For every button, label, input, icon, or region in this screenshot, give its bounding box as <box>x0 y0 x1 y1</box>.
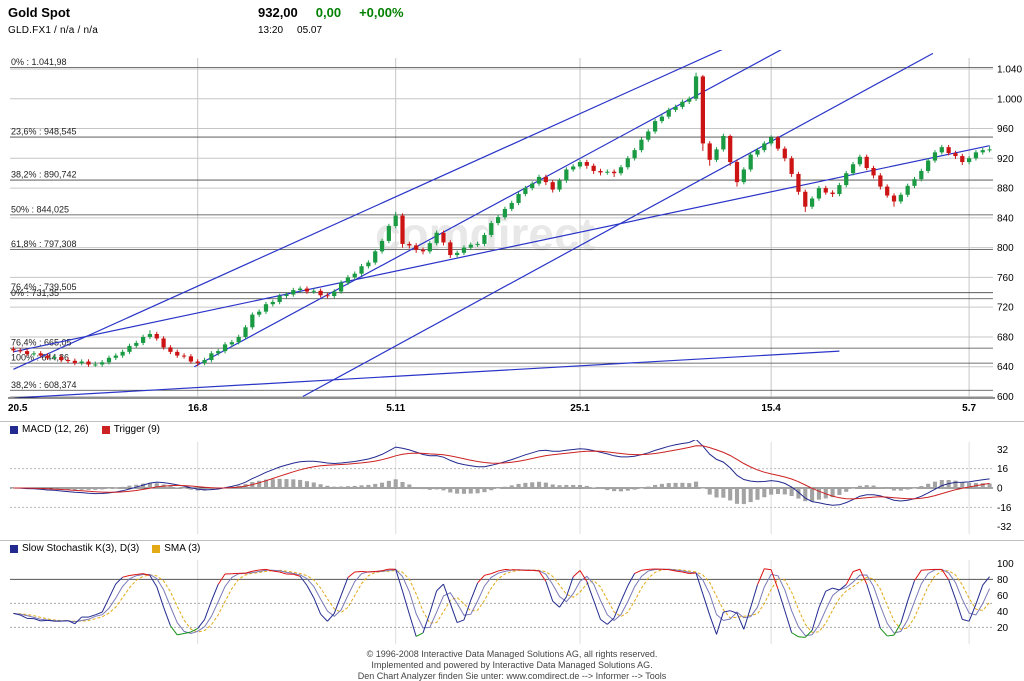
quote-block: 932,00 0,00 +0,00% <box>258 5 404 20</box>
stoch-panel-separator <box>0 540 1024 541</box>
svg-text:-16: -16 <box>997 503 1012 514</box>
trigger-legend-label: Trigger (9) <box>113 424 160 435</box>
macd-histogram <box>11 478 992 505</box>
svg-text:600: 600 <box>997 392 1014 403</box>
svg-text:32: 32 <box>997 445 1009 456</box>
sma-color-chip <box>152 544 161 553</box>
trigger-color-chip <box>101 425 110 434</box>
svg-text:100: 100 <box>997 559 1014 570</box>
svg-text:-32: -32 <box>997 522 1012 533</box>
macd-color-chip <box>10 425 18 434</box>
fibonacci-levels: 0% : 1.041,98 23,6% : 948,545 38,2% : 890,… <box>10 57 993 391</box>
svg-text:0% : 731,35: 0% : 731,35 <box>11 288 59 298</box>
sma-legend-label: SMA (3) <box>164 543 201 554</box>
trigger-line <box>13 445 990 500</box>
stoch-color-chip <box>10 544 18 553</box>
svg-text:1.040: 1.040 <box>997 64 1022 75</box>
svg-text:880: 880 <box>997 184 1014 195</box>
macd-legend: MACD (12, 26) Trigger (9) <box>10 424 168 435</box>
svg-text:16.8: 16.8 <box>188 403 208 414</box>
macd-legend-label: MACD (12, 26) <box>22 424 89 435</box>
svg-text:23,6% : 948,545: 23,6% : 948,545 <box>11 127 77 137</box>
trend-lines <box>13 50 990 398</box>
svg-text:840: 840 <box>997 213 1014 224</box>
svg-text:680: 680 <box>997 332 1014 343</box>
stoch-sma-line <box>13 568 990 633</box>
svg-text:38,2% : 608,374: 38,2% : 608,374 <box>11 380 77 390</box>
svg-text:50% : 844,025: 50% : 844,025 <box>11 204 69 214</box>
svg-text:1.000: 1.000 <box>997 94 1022 105</box>
price-change-percent: +0,00% <box>359 5 404 20</box>
last-price: 932,00 <box>258 5 298 20</box>
footer-info-link-line: Den Chart Analyzer finden Sie unter: www… <box>357 671 667 681</box>
svg-text:640: 640 <box>997 362 1014 373</box>
svg-text:20: 20 <box>997 623 1009 634</box>
svg-text:16: 16 <box>997 464 1009 475</box>
footer-copyright: © 1996-2008 Interactive Data Managed Sol… <box>366 649 658 659</box>
instrument-details: GLD.FX1 / n/a / n/a <box>8 25 98 36</box>
svg-text:5.11: 5.11 <box>386 403 405 414</box>
svg-text:760: 760 <box>997 273 1014 284</box>
svg-text:25.1: 25.1 <box>570 403 590 414</box>
stoch-d-line <box>13 568 991 637</box>
svg-text:20.5: 20.5 <box>8 403 28 414</box>
watermark: comdirect <box>375 208 595 260</box>
svg-text:80: 80 <box>997 575 1009 586</box>
macd-legend-item: MACD (12, 26) <box>10 424 89 435</box>
instrument-title: Gold Spot <box>8 5 71 20</box>
quote-time-block: 13:20 05.07 <box>258 25 322 36</box>
svg-text:38,2% : 890,742: 38,2% : 890,742 <box>11 170 77 180</box>
footer-powered-by: Implemented and powered by Interactive D… <box>371 660 653 670</box>
stoch-svg[interactable]: 100 80 60 40 20 <box>0 558 1024 648</box>
svg-text:76,4% : 739,505: 76,4% : 739,505 <box>11 282 77 292</box>
stoch-legend-label: Slow Stochastik K(3), D(3) <box>22 543 140 554</box>
stoch-k-line <box>13 568 990 638</box>
quote-time: 13:20 <box>258 25 284 36</box>
svg-text:0% : 1.041,98: 0% : 1.041,98 <box>11 57 67 67</box>
svg-text:60: 60 <box>997 591 1009 602</box>
stoch-legend: Slow Stochastik K(3), D(3) SMA (3) <box>10 543 208 554</box>
svg-text:40: 40 <box>997 607 1009 618</box>
svg-text:76,4% : 665,05: 76,4% : 665,05 <box>11 338 72 348</box>
sma-legend-item: SMA (3) <box>152 543 200 554</box>
svg-text:920: 920 <box>997 154 1014 165</box>
svg-text:800: 800 <box>997 243 1014 254</box>
svg-text:0: 0 <box>997 484 1003 495</box>
svg-text:720: 720 <box>997 303 1014 314</box>
macd-panel-separator <box>0 421 1024 422</box>
macd-svg[interactable]: 32 16 0 -16 -32 <box>0 440 1024 536</box>
candlestick-series <box>11 72 992 367</box>
stoch-legend-item: Slow Stochastik K(3), D(3) <box>10 543 139 554</box>
macd-line <box>13 440 990 506</box>
main-chart-svg[interactable]: 1.040 1.000 960 920 880 840 800 760 720 680 640 600… <box>0 50 1024 420</box>
svg-text:960: 960 <box>997 124 1014 135</box>
quote-date: 05.07 <box>297 25 323 36</box>
svg-text:5.7: 5.7 <box>962 403 976 414</box>
svg-text:15.4: 15.4 <box>761 403 781 414</box>
price-change-absolute: 0,00 <box>315 5 342 20</box>
svg-text:61,8% : 797,308: 61,8% : 797,308 <box>11 239 77 249</box>
trigger-legend-item: Trigger (9) <box>101 424 160 435</box>
